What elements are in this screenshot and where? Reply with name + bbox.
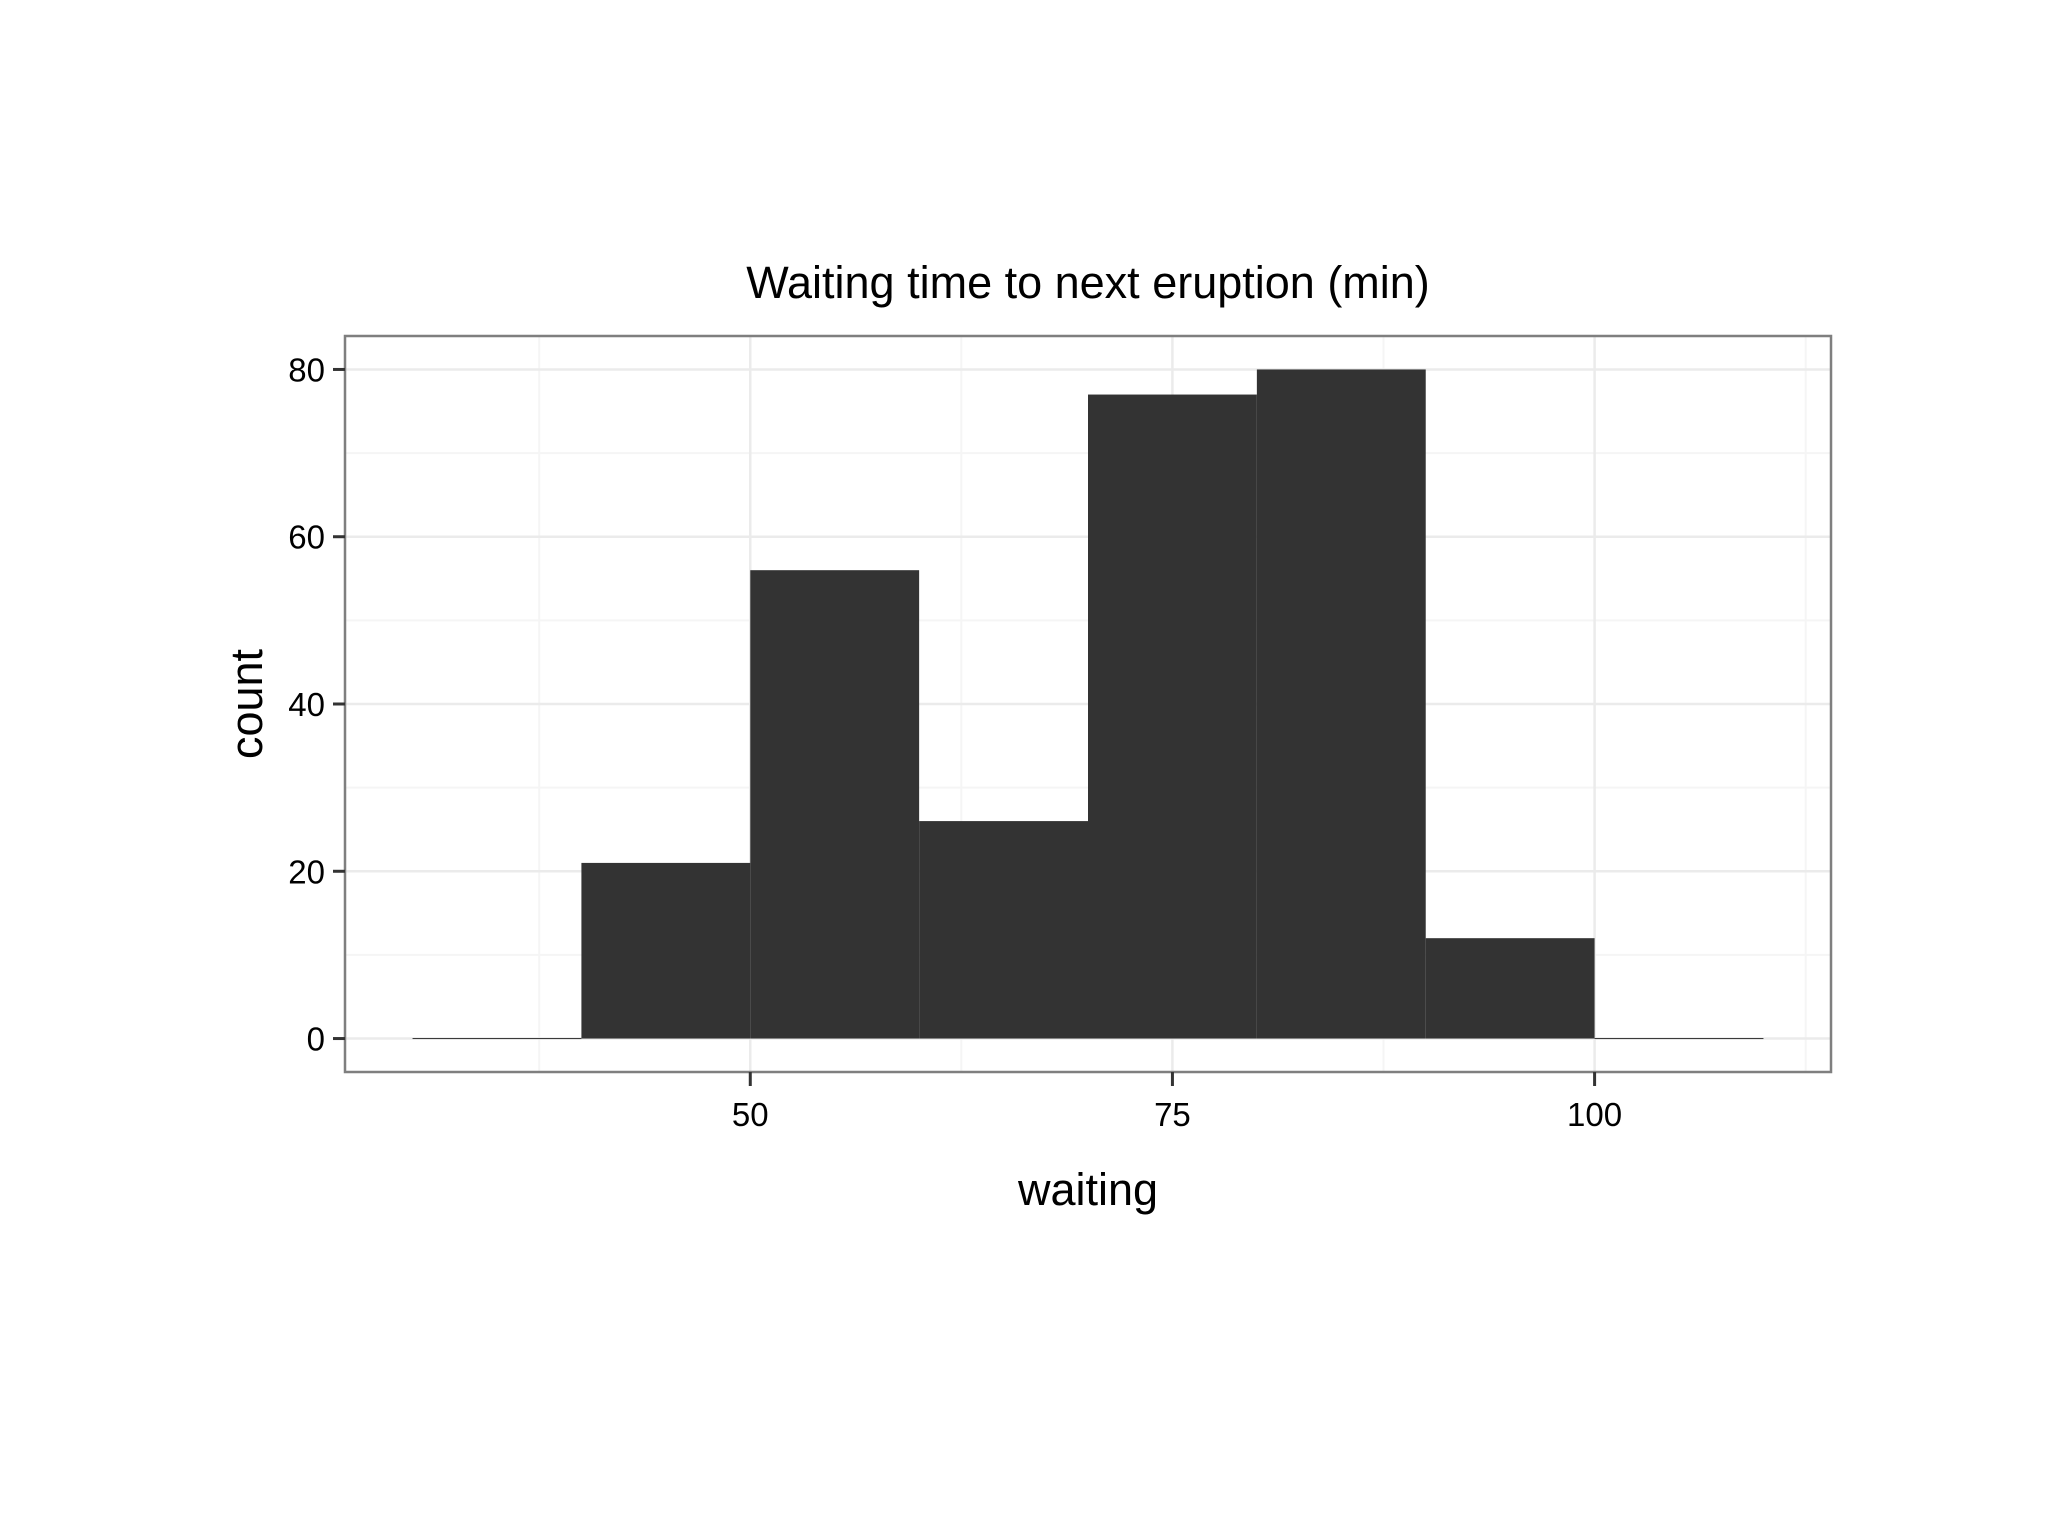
histogram-bar xyxy=(1088,394,1257,1039)
y-axis-title: count xyxy=(221,648,272,759)
histogram-bar xyxy=(750,570,920,1039)
bars xyxy=(412,369,1764,1040)
y-tick-label: 20 xyxy=(288,853,325,890)
y-tick-label: 40 xyxy=(288,686,325,723)
y-tick-label: 80 xyxy=(288,351,325,388)
histogram-bar xyxy=(1256,369,1426,1039)
histogram-bar xyxy=(412,1038,582,1040)
histogram-bar xyxy=(1425,938,1595,1039)
y-tick-label: 0 xyxy=(307,1021,325,1058)
histogram-bar xyxy=(581,862,751,1039)
x-axis: 50 75 100 xyxy=(732,1072,1622,1133)
y-axis: 0 20 40 60 80 xyxy=(288,351,345,1058)
x-tick-label: 50 xyxy=(732,1096,769,1133)
x-tick-label: 100 xyxy=(1567,1096,1622,1133)
histogram-bar xyxy=(1594,1038,1764,1040)
x-axis-title: waiting xyxy=(1017,1164,1158,1215)
y-tick-label: 60 xyxy=(288,519,325,556)
histogram-bar xyxy=(919,821,1088,1039)
chart-title: Waiting time to next eruption (min) xyxy=(746,257,1430,308)
x-tick-label: 75 xyxy=(1154,1096,1191,1133)
